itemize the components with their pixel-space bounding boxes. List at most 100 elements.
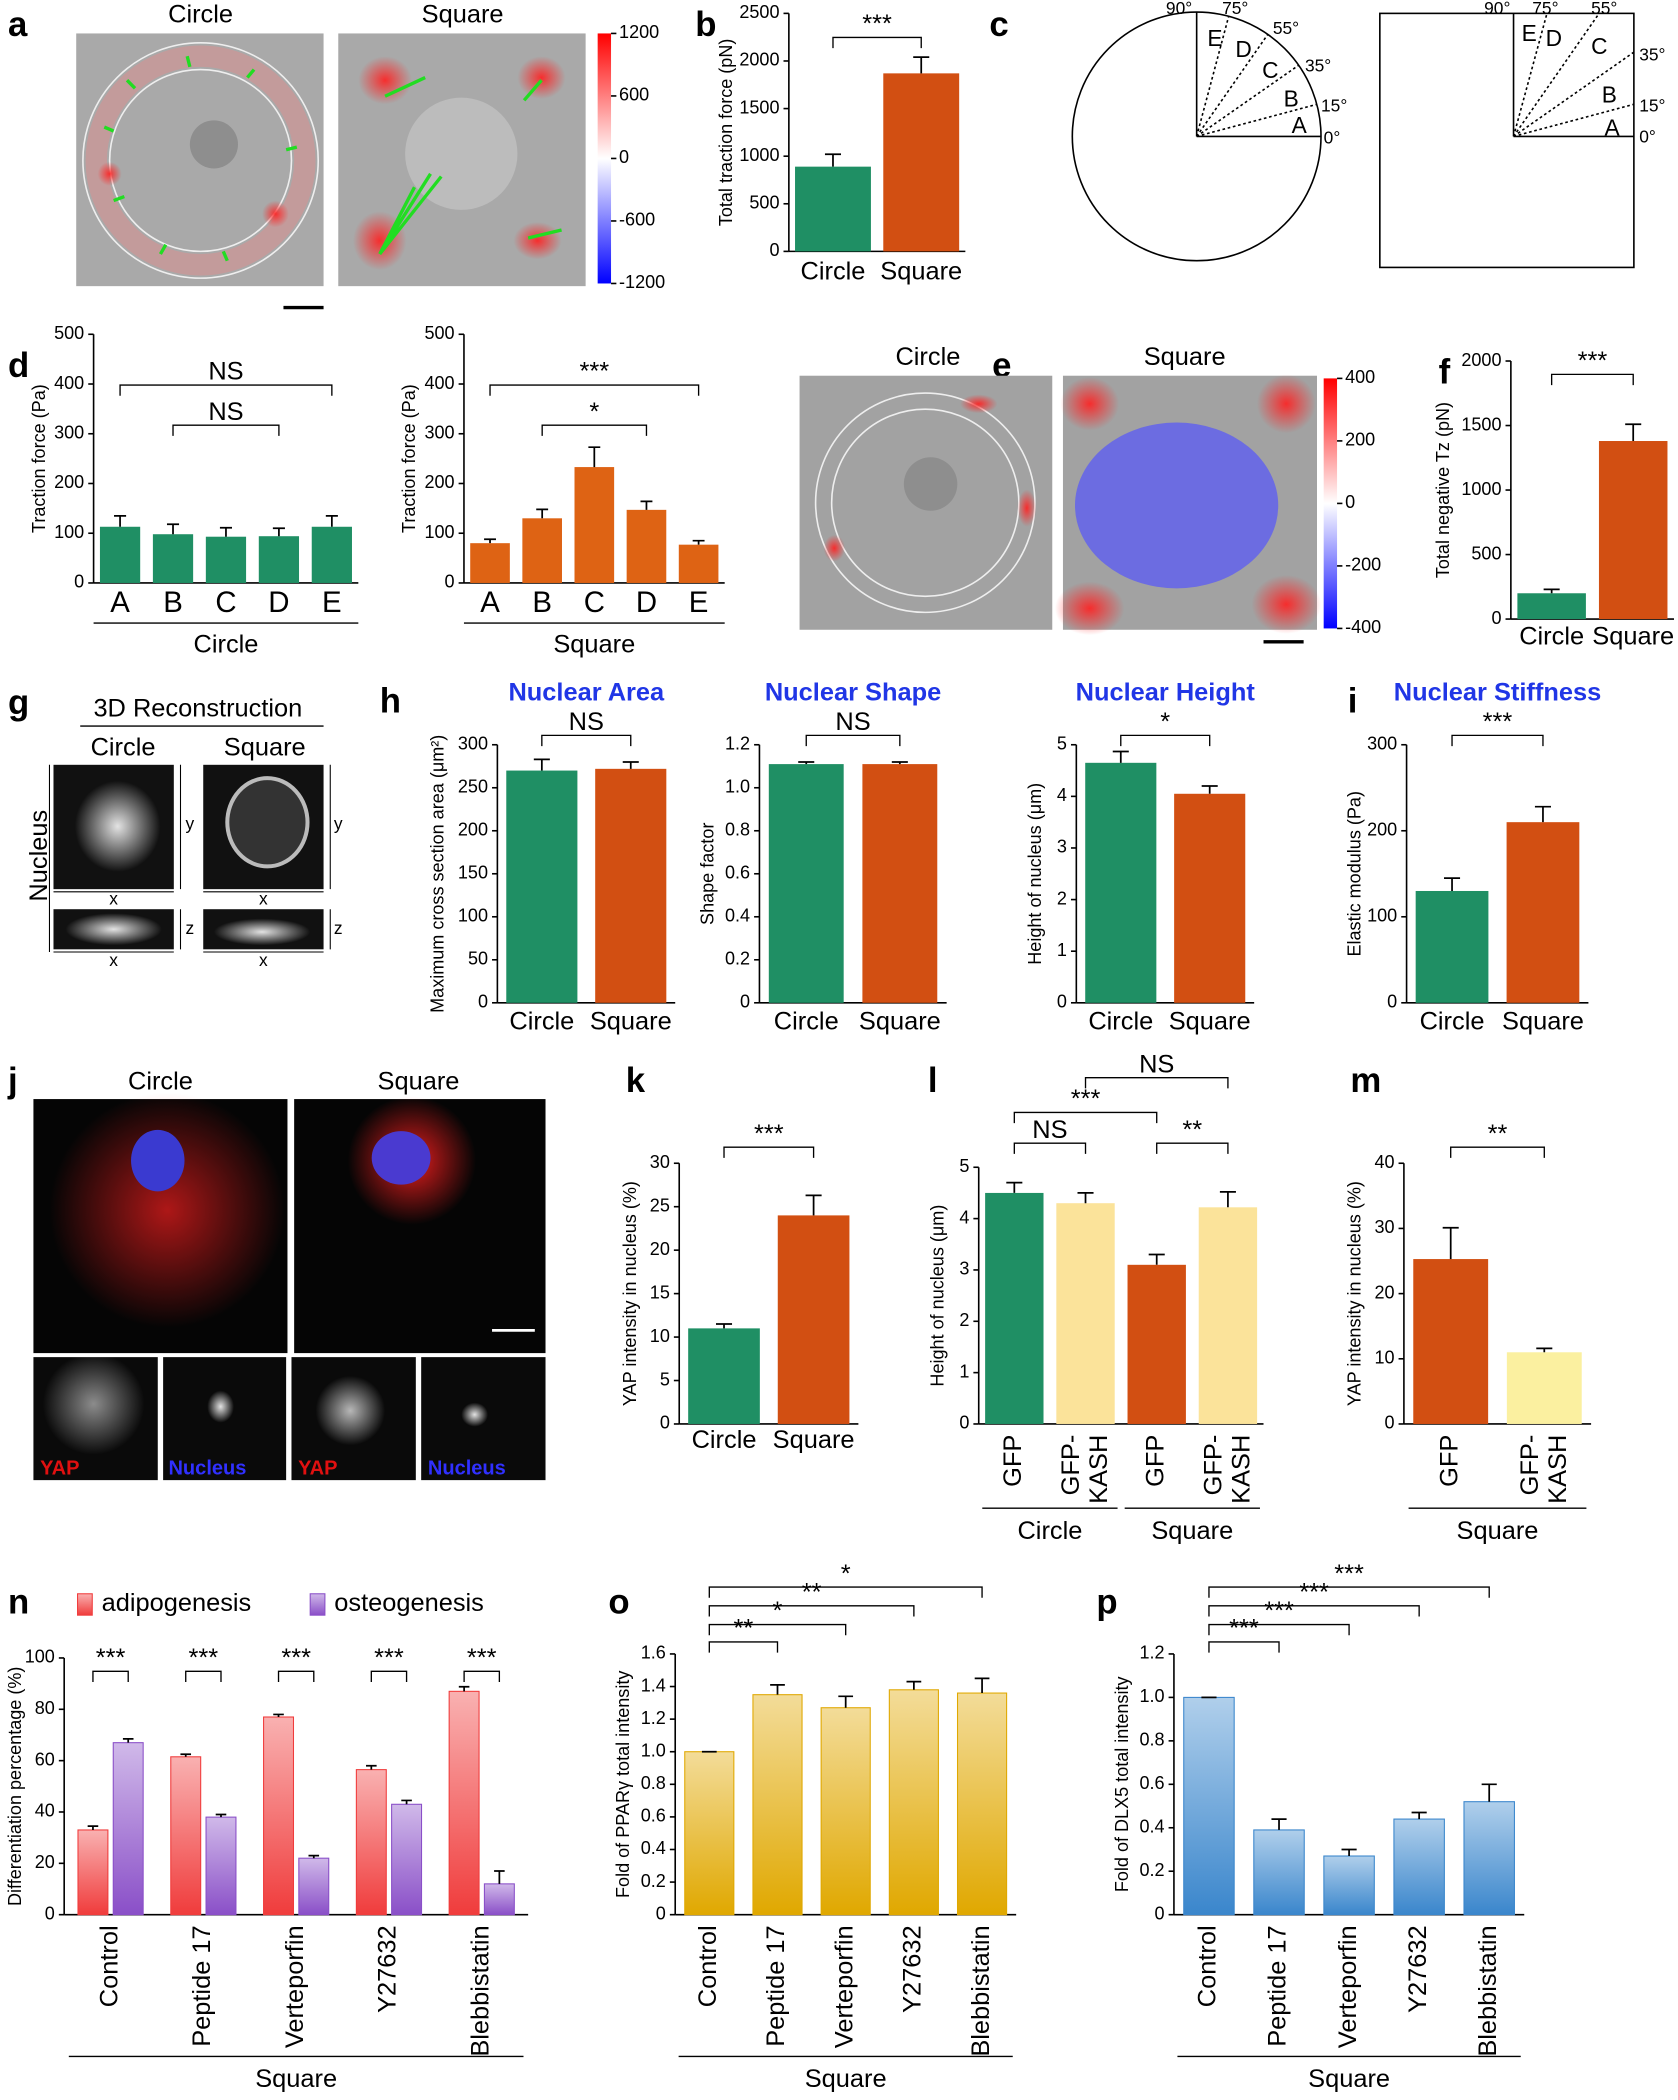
y-tick-label: 200 [1367, 820, 1397, 840]
error-bar [272, 527, 285, 537]
y-tick-label: 0.8 [641, 1773, 666, 1793]
y-tick-label: 300 [458, 734, 488, 754]
y-tick-label: 20 [650, 1239, 670, 1259]
panel-j: j Circle Square YAP Nucleus YAP Nucleus [7, 1062, 546, 1481]
error-bar [87, 1825, 99, 1830]
angle-label: 35° [1639, 45, 1665, 65]
angle-label: 35° [1305, 55, 1331, 75]
image-title: Square [1144, 343, 1226, 371]
significance-label: *** [1229, 1615, 1259, 1643]
error-bar [838, 1695, 854, 1708]
colorbar-label: 200 [1345, 430, 1375, 450]
y-tick-label: 0.6 [641, 1806, 666, 1826]
x-tick-label: Y27632 [374, 1925, 402, 2013]
axis-letter: x [109, 950, 118, 970]
x-tick-label: Circle [692, 1426, 757, 1454]
bar [1253, 1829, 1305, 1916]
angle-label: 90° [1484, 0, 1510, 18]
axis-letter: y [334, 814, 343, 834]
channel-label: YAP [40, 1458, 79, 1480]
y-tick-label: 0 [660, 1413, 670, 1433]
y-tick-label: 0 [740, 992, 750, 1012]
bar [1506, 1352, 1582, 1424]
axis-letter: y [186, 814, 195, 834]
error-bar [1341, 1848, 1357, 1857]
chart-title: Nuclear Shape [765, 679, 941, 707]
sector-label: D [1546, 25, 1562, 51]
nucleus [225, 776, 310, 869]
colorbar-label: 0 [619, 147, 629, 167]
y-axis-label: Differentiation percentage (%) [5, 1667, 25, 1906]
bar [263, 1716, 295, 1916]
significance-label: * [841, 1560, 851, 1588]
x-tick-label: Circle [509, 1008, 574, 1036]
y-tick-label: 300 [424, 423, 454, 443]
error-bar [458, 1685, 470, 1692]
x-tick-label: GFP-KASH [1199, 1435, 1255, 1504]
significance-bracket [277, 1670, 315, 1683]
y-tick-label: 40 [35, 1801, 55, 1821]
bar [483, 1883, 515, 1916]
bar [170, 1756, 202, 1916]
y-axis-label: YAP intensity in nucleus (%) [620, 1181, 640, 1406]
bar [1323, 1855, 1375, 1916]
sector-edge [1195, 12, 1322, 138]
y-tick-label: 0 [769, 240, 779, 260]
x-axis-label: Square [553, 631, 635, 659]
y-axis-label: Total traction force (pN) [716, 39, 736, 227]
y-tick-label: 250 [458, 777, 488, 797]
error-bar [180, 1753, 192, 1757]
y-tick-label: 0.8 [725, 820, 750, 840]
error-bar [692, 539, 705, 545]
significance-label: NS [1032, 1116, 1067, 1144]
bar [1463, 1801, 1515, 1916]
y-tick-label: 1 [1057, 940, 1067, 960]
error-bar [1148, 1253, 1165, 1265]
bar [205, 536, 247, 583]
y-tick-label: 300 [1367, 734, 1397, 754]
significance-label: NS [208, 358, 243, 386]
arrows [103, 55, 298, 262]
significance-label: *** [579, 358, 609, 386]
significance-bracket [1550, 373, 1634, 386]
error-bar [974, 1677, 990, 1694]
bar [522, 518, 562, 583]
significance-label: *** [1299, 1578, 1329, 1606]
bar [1517, 593, 1586, 620]
sector-label: E [1207, 25, 1222, 51]
image-title: 3D Reconstruction [93, 695, 302, 723]
y-tick-label: 0.2 [1139, 1860, 1164, 1880]
hotspot [823, 534, 846, 562]
channel-label: YAP [298, 1458, 337, 1480]
y-tick-label: 0 [478, 992, 488, 1012]
cell [903, 457, 958, 511]
y-tick-label: 500 [424, 323, 454, 343]
bar [684, 1751, 735, 1916]
y-tick-label: 20 [35, 1852, 55, 1872]
significance-label: NS [835, 708, 870, 736]
y-axis-label: Total negative Tz (pN) [1433, 402, 1453, 578]
significance-label: *** [1483, 708, 1513, 736]
sector-label: A [1292, 112, 1308, 138]
hotspot [1054, 581, 1125, 636]
bar [1393, 1818, 1445, 1916]
bar [1056, 1203, 1115, 1424]
x-tick-label: GFP [1435, 1435, 1463, 1487]
error-bar [366, 1764, 377, 1770]
chart-title: Nuclear Height [1076, 679, 1256, 707]
sector-label: C [1262, 57, 1278, 83]
y-tick-label: 0.4 [641, 1838, 666, 1858]
y-tick-label: 1 [959, 1361, 969, 1381]
channel-label: Nucleus [428, 1458, 506, 1480]
error-bar [1271, 1818, 1287, 1830]
image-title: Square [378, 1068, 460, 1096]
y-tick-label: 1500 [739, 97, 779, 117]
x-tick-label: Control [1194, 1925, 1222, 2007]
angle-label: 15° [1639, 96, 1665, 116]
x-tick-label: D [268, 586, 289, 619]
bar [298, 1857, 330, 1916]
group-label: Square [1457, 1517, 1539, 1545]
hotspot [960, 394, 998, 414]
sector-label: B [1602, 81, 1617, 107]
hotspot [262, 200, 289, 228]
